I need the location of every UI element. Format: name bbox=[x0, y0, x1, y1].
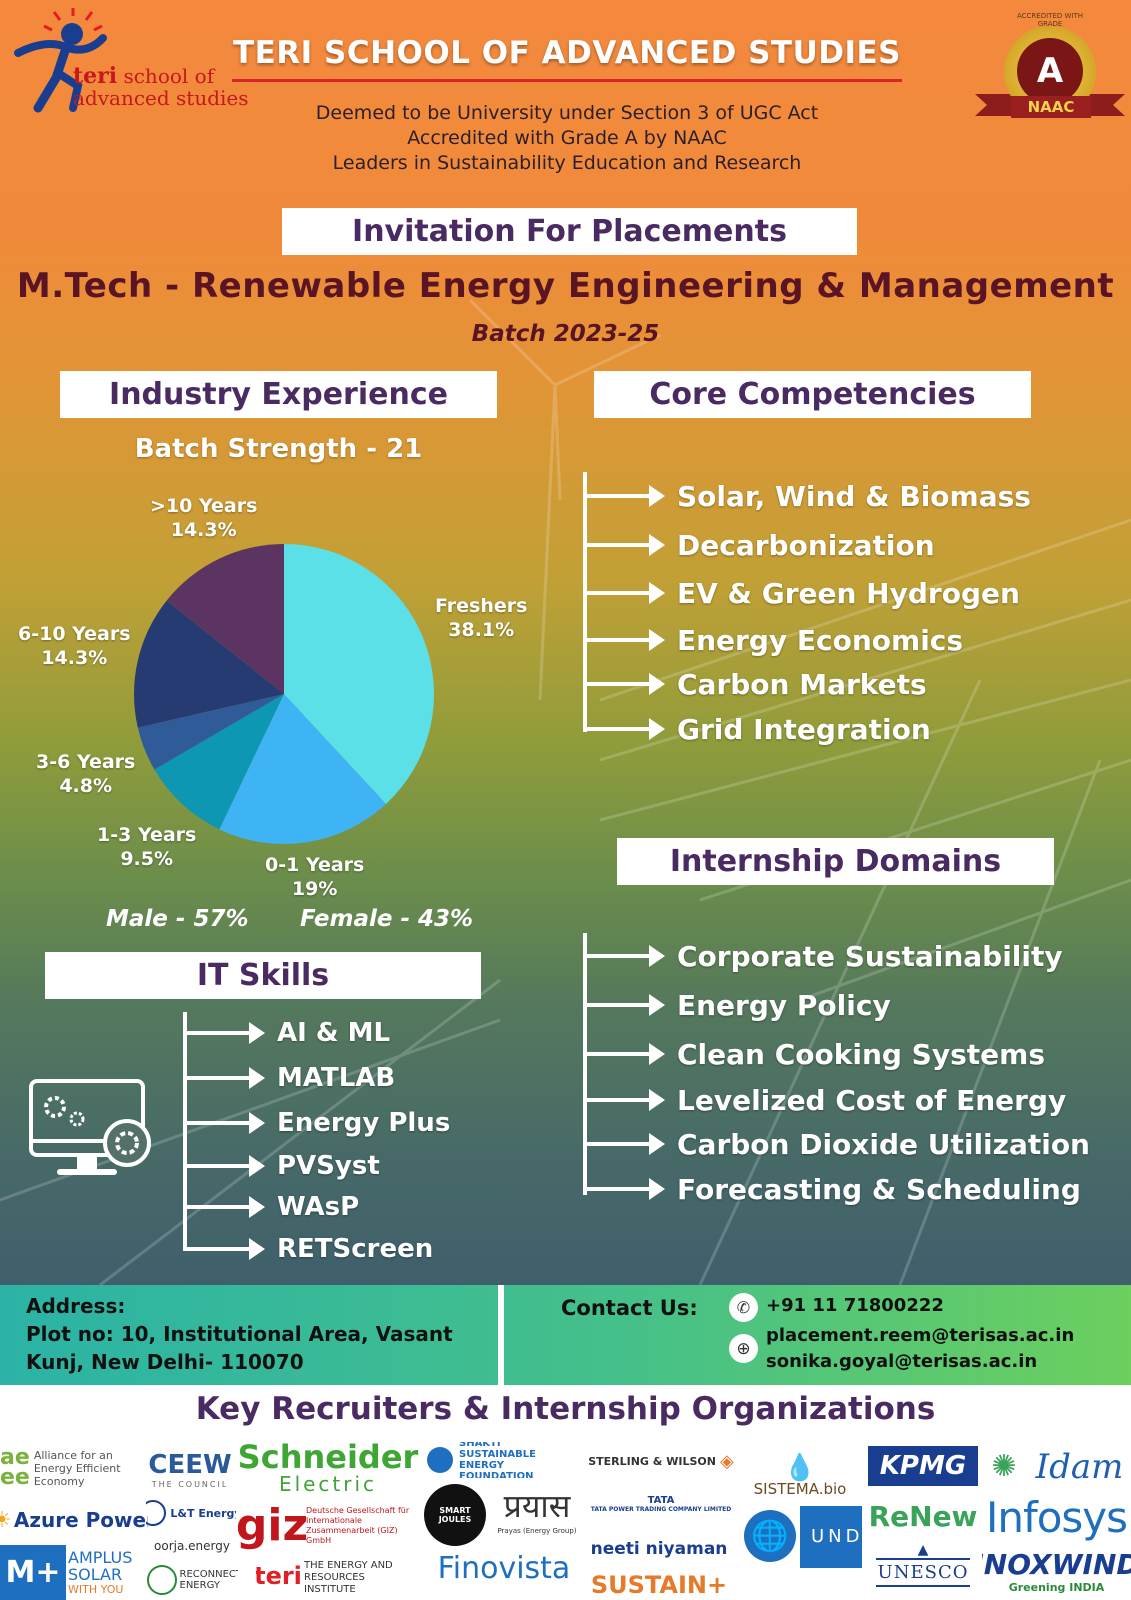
phone-icon: ✆ bbox=[729, 1293, 758, 1322]
recruiters-section bbox=[0, 1385, 1131, 1600]
industry-experience-heading: Industry Experience bbox=[60, 371, 497, 418]
giz-logo: giz bbox=[238, 1500, 306, 1550]
internship-item: Corporate Sustainability bbox=[583, 940, 1063, 973]
neeti-niyaman-logo: neeti niyaman bbox=[590, 1539, 728, 1559]
contact-emails: placement.reem@terisas.ac.in sonika.goya… bbox=[766, 1323, 1074, 1375]
sistema-bio-logo: 💧 SISTEMA.bio bbox=[753, 1453, 847, 1498]
azure-power-logo: ☀ Azure Power bbox=[0, 1507, 148, 1533]
pie-label-freshers: Freshers 38.1% bbox=[435, 595, 528, 641]
pie-slice-2 bbox=[154, 694, 284, 830]
renew-logo: ReNew bbox=[868, 1499, 978, 1533]
internship-domains-heading: Internship Domains bbox=[617, 838, 1054, 885]
naac-badge: A NAAC ACCREDITED WITH GRADE bbox=[975, 12, 1125, 136]
core-item: Energy Economics bbox=[583, 624, 963, 657]
header-subtitle: Deemed to be University under Section 3 … bbox=[315, 102, 819, 174]
experience-pie-chart bbox=[134, 544, 435, 844]
un-emblem-icon: 🌐 bbox=[744, 1510, 796, 1562]
gender-female: Female - 43% bbox=[300, 906, 474, 932]
it-skill-item: AI & ML bbox=[183, 1018, 390, 1048]
pie-slice-1 bbox=[219, 694, 386, 844]
contact-band bbox=[0, 1285, 1131, 1385]
core-item: Carbon Markets bbox=[583, 668, 927, 701]
globe-org-icon: ✺ bbox=[991, 1448, 1017, 1484]
contact-label: Contact Us: bbox=[561, 1296, 698, 1320]
teri-logo-figure bbox=[14, 8, 107, 113]
pie-slice-4 bbox=[134, 600, 284, 728]
internship-item: Levelized Cost of Energy bbox=[583, 1084, 1066, 1117]
invitation-banner: Invitation For Placements bbox=[282, 208, 857, 255]
sustain-plus-logo: SUSTAIN+ bbox=[590, 1571, 728, 1599]
idam-logo: Idam bbox=[1035, 1447, 1124, 1487]
it-skill-item: WAsP bbox=[183, 1192, 359, 1222]
core-tree-trunk bbox=[583, 472, 587, 732]
it-skills-heading: IT Skills bbox=[45, 952, 481, 999]
aeee-logo: ae ee Alliance for an Energy Efficient Ec… bbox=[0, 1445, 121, 1490]
lt-energy-logo: L&T Energy bbox=[146, 1498, 236, 1528]
it-skill-item: RETScreen bbox=[183, 1234, 433, 1264]
contact-divider bbox=[498, 1285, 504, 1385]
computer-settings-icon bbox=[29, 1079, 151, 1175]
pie-label-0-1-years: 0-1 Years 19% bbox=[265, 854, 365, 900]
ceew-logo: CEEW THE COUNCIL bbox=[148, 1449, 232, 1489]
internship-tree-trunk bbox=[583, 933, 587, 1195]
internship-item: Carbon Dioxide Utilization bbox=[583, 1128, 1090, 1161]
pie-slice-5 bbox=[166, 544, 284, 694]
kpmg-logo: KPMG bbox=[868, 1446, 978, 1486]
pie-label-3-6-years: 3-6 Years 4.8% bbox=[36, 751, 136, 797]
infosys-logo: Infosys bbox=[985, 1492, 1128, 1542]
pie-label-over-10-years: >10 Years 14.3% bbox=[150, 495, 258, 541]
schneider-electric-logo: Schneider Electric bbox=[237, 1438, 419, 1496]
sterling-wilson-logo: STERLING & WILSON ◈ bbox=[588, 1450, 734, 1472]
undp-logo: UNDP bbox=[800, 1506, 862, 1568]
address-block: Address: Plot no: 10, Institutional Area… bbox=[26, 1294, 453, 1374]
shakti-foundation-logo: SHAKTI SUSTAINABLE ENERGY FOUNDATION bbox=[424, 1442, 584, 1478]
email-link[interactable]: sonika.goyal@terisas.ac.in bbox=[766, 1351, 1038, 1372]
school-title: TERI SCHOOL OF ADVANCED STUDIES bbox=[232, 35, 902, 71]
pie-label-6-10-years: 6-10 Years 14.3% bbox=[18, 623, 131, 669]
pie-slice-3 bbox=[137, 694, 284, 770]
amplus-mark: M+ bbox=[0, 1545, 66, 1600]
it-skill-item: Energy Plus bbox=[183, 1108, 450, 1138]
internship-item: Forecasting & Scheduling bbox=[583, 1173, 1081, 1206]
batch-strength: Batch Strength - 21 bbox=[134, 434, 423, 464]
inox-wind-logo: INOXWIND Greening INDIA bbox=[982, 1548, 1131, 1594]
prayas-logo: प्रयास Prayas (Energy Group) bbox=[497, 1486, 577, 1535]
giz-text: Deutsche Gesellschaft für Internationale… bbox=[306, 1506, 410, 1545]
it-skill-item: MATLAB bbox=[183, 1063, 395, 1093]
smart-joules-logo: SMART JOULES bbox=[424, 1484, 486, 1546]
gender-male: Male - 57% bbox=[106, 906, 249, 932]
email-link[interactable]: placement.reem@terisas.ac.in bbox=[766, 1325, 1075, 1346]
internship-item: Clean Cooking Systems bbox=[583, 1038, 1045, 1071]
reconnect-energy-logo: RECONNECT ENERGY bbox=[146, 1562, 238, 1598]
address-label: Address: bbox=[26, 1294, 126, 1318]
it-tree-trunk bbox=[183, 1012, 187, 1250]
core-competencies-heading: Core Competencies bbox=[594, 371, 1031, 418]
batch-label: Batch 2023-25 bbox=[471, 321, 660, 347]
globe-icon: ⊕ bbox=[729, 1334, 758, 1363]
phone-number[interactable]: +91 11 71800222 bbox=[766, 1295, 944, 1316]
oorja-energy-logo: oorja.energy bbox=[154, 1539, 230, 1553]
amplus-solar-logo: AMPLUS SOLAR WITH YOU bbox=[68, 1548, 133, 1596]
program-title: M.Tech - Renewable Energy Engineering & … bbox=[16, 266, 1115, 306]
teri-logo-text: teri school of advanced studies bbox=[73, 63, 249, 110]
core-item: Grid Integration bbox=[583, 713, 931, 746]
core-item: Solar, Wind & Biomass bbox=[583, 480, 1031, 513]
core-item: Decarbonization bbox=[583, 529, 935, 562]
teri-small-logo: teri bbox=[256, 1562, 300, 1590]
unesco-logo: ▲ UNESCO bbox=[876, 1532, 970, 1596]
pie-label-1-3-years: 1-3 Years 9.5% bbox=[97, 824, 197, 870]
recruiters-heading: Key Recruiters & Internship Organization… bbox=[195, 1391, 936, 1427]
internship-item: Energy Policy bbox=[583, 989, 891, 1022]
title-underline bbox=[232, 79, 902, 82]
pie-slice-0 bbox=[284, 544, 435, 804]
tata-power-trading-logo: TATA TATA POWER TRADING COMPANY LIMITED bbox=[590, 1495, 732, 1513]
teri-institute-text: THE ENERGY AND RESOURCES INSTITUTE bbox=[304, 1560, 393, 1595]
it-skill-item: PVSyst bbox=[183, 1151, 380, 1181]
core-item: EV & Green Hydrogen bbox=[583, 577, 1020, 610]
finovista-logo: Finovista bbox=[437, 1550, 571, 1586]
